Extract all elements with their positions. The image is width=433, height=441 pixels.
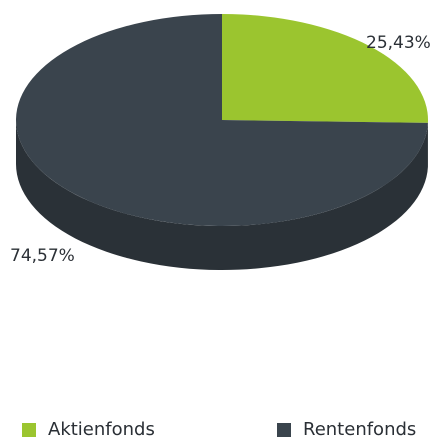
data-label-aktienfonds: 25,43% xyxy=(366,33,431,53)
data-label-rentenfonds: 74,57% xyxy=(10,246,75,266)
legend-label-rentenfonds: Rentenfonds xyxy=(303,419,416,440)
legend-label-aktienfonds: Aktienfonds xyxy=(48,419,155,440)
green-square-icon xyxy=(22,423,36,437)
legend: Aktienfonds Rentenfonds xyxy=(0,419,433,441)
pie-chart-svg: 25,43% 74,57% xyxy=(0,0,433,410)
dark-square-icon xyxy=(277,423,291,437)
legend-item-rentenfonds: Rentenfonds xyxy=(277,419,416,440)
pie-slice-aktienfonds xyxy=(222,14,428,123)
legend-item-aktienfonds: Aktienfonds xyxy=(22,419,155,440)
